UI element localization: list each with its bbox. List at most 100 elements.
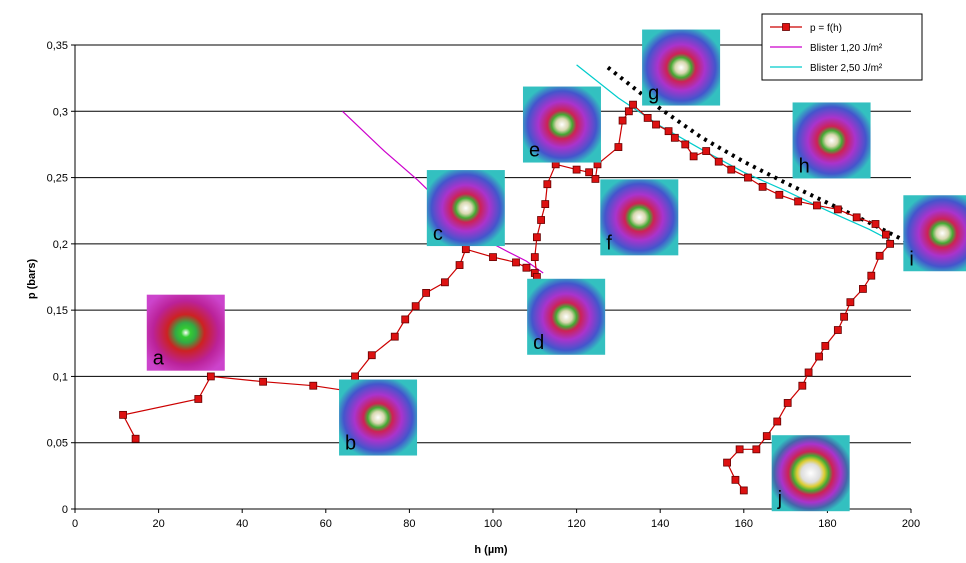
x-tick-label-2: 40 [236, 518, 248, 530]
x-tick-label-7: 140 [651, 518, 669, 530]
series-0-point-67 [752, 445, 761, 454]
series-0-point-56 [859, 285, 867, 293]
thumbnail-d-image [527, 278, 606, 355]
thumbnail-a: a [146, 294, 225, 371]
series-0-point-50 [852, 213, 861, 222]
series-0-point-53 [886, 239, 894, 248]
series-0-point-43 [727, 165, 736, 174]
thumbnail-h: h [792, 102, 871, 179]
series-0-point-16 [489, 253, 497, 262]
series-0-point-71 [739, 486, 748, 495]
series-0-point-44 [744, 173, 752, 182]
x-tick-label-6: 120 [567, 518, 585, 530]
series-0-point-13 [441, 278, 449, 287]
legend-entry-0-marker [782, 23, 790, 31]
series-0-point-25 [543, 180, 552, 189]
legend: p = f(h) Blister 1,20 J/m² Blister 2,50 J/… [761, 13, 923, 81]
y-tick-label-2: 0,1 [53, 371, 68, 383]
x-tick-label-4: 80 [403, 518, 415, 530]
thumbnail-f: f [600, 179, 679, 256]
y-axis-title: p (bars) [26, 258, 38, 299]
thumbnail-g-image [642, 29, 721, 106]
thumbnail-g-label: g [648, 83, 659, 105]
legend-entry-0: p = f(h) [770, 23, 842, 34]
legend-entry-1: Blister 1,20 J/m² [770, 43, 883, 54]
series-0-point-48 [813, 201, 821, 210]
thumbnail-i-image [903, 195, 966, 272]
series-0-point-24 [541, 200, 550, 208]
series-0-point-4 [259, 377, 268, 386]
thumbnail-j: j [771, 435, 850, 512]
thumbnail-h-image [792, 102, 871, 179]
series-0-point-39 [681, 140, 690, 149]
y-tick-label-7: 0,35 [47, 40, 68, 52]
legend-entry-2: Blister 2,50 J/m² [770, 63, 883, 74]
series-0-point-1 [119, 410, 127, 419]
thumbnail-b-image [339, 379, 418, 456]
series-0-point-10 [401, 315, 410, 324]
series-0-point-15 [461, 245, 470, 254]
tick-labels: 0 20 40 60 80 100 120 140 160 180 200 0 0,05 0,1 0,15 0… [47, 40, 921, 530]
thumbnail-i-label: i [909, 248, 913, 270]
series-0-line [122, 103, 891, 491]
series-0-point-0 [131, 434, 140, 443]
series-0-point-55 [867, 271, 876, 280]
series-0-point-23 [537, 216, 545, 224]
series-0-point-51 [871, 220, 880, 228]
thumbnail-i: i [903, 195, 966, 272]
thumbnail-c: c [426, 170, 505, 247]
series [119, 64, 933, 495]
y-tick-label-3: 0,15 [47, 305, 68, 317]
series-0-point-32 [618, 116, 627, 125]
series-0-point-2 [194, 395, 203, 403]
series-0-point-35 [643, 114, 652, 122]
y-tick-label-5: 0,25 [47, 173, 68, 185]
series-0-point-5 [309, 381, 318, 390]
series-0-point-41 [702, 147, 711, 155]
series-0-point-29 [591, 174, 600, 183]
thumbnail-j-label: j [777, 488, 782, 510]
series-0-point-11 [411, 302, 420, 311]
series-0-point-14 [455, 261, 464, 269]
series-0-point-40 [689, 152, 698, 161]
series-0-point-65 [773, 417, 782, 426]
legend-entry-2-label: Blister 2,50 J/m² [810, 63, 883, 74]
thumbnail-b-label: b [345, 433, 356, 455]
series-0-point-36 [652, 120, 660, 129]
series-0-point-62 [804, 368, 813, 377]
thumbnail-d-label: d [533, 332, 544, 354]
y-tick-label-1: 0,05 [47, 438, 68, 450]
thumbnail-g: g [642, 29, 721, 106]
legend-entry-0-label: p = f(h) [810, 23, 842, 34]
thumbnail-e: e [522, 86, 601, 163]
series-0-point-27 [572, 165, 581, 174]
thumbnail-f-label: f [606, 232, 612, 254]
series-0-point-22 [532, 233, 541, 242]
x-tick-label-8: 160 [735, 518, 753, 530]
thumbnail-e-label: e [529, 140, 540, 162]
x-axis-title: h (µm) [474, 544, 508, 556]
series-0-point-57 [846, 298, 855, 307]
series-0-point-18 [522, 263, 531, 272]
x-tick-label-0: 0 [72, 518, 78, 530]
series-0-point-34 [629, 100, 637, 109]
series-0 [119, 100, 894, 495]
series-0-point-38 [670, 133, 679, 142]
series-0-point-52 [882, 230, 890, 239]
series-0-point-9 [390, 332, 399, 341]
thumbnail-b: b [339, 379, 418, 456]
series-0-point-54 [875, 251, 884, 260]
series-0-point-61 [815, 352, 823, 361]
thumbnail-d: d [527, 278, 606, 355]
series-0-point-42 [714, 157, 723, 166]
thumbnail-a-image [146, 294, 225, 371]
series-0-point-49 [833, 205, 842, 214]
thumbnail-a-label: a [153, 348, 165, 370]
series-0-point-59 [833, 326, 842, 334]
thumbnail-e-image [522, 86, 601, 163]
series-0-point-3 [206, 372, 215, 381]
x-tick-label-9: 180 [818, 518, 836, 530]
thumbnail-c-label: c [433, 223, 443, 245]
series-0-point-33 [624, 107, 633, 116]
series-0-point-17 [512, 258, 520, 267]
